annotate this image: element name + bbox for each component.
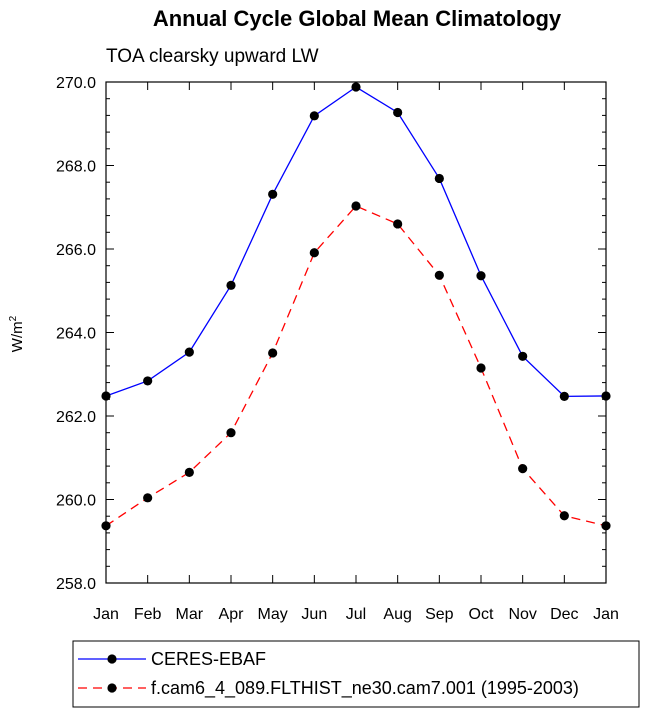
series-line (105, 86, 607, 398)
axis-ticks (105, 81, 607, 584)
data-point (518, 351, 528, 361)
y-tick-label: 264.0 (56, 326, 96, 343)
x-tick-label: Dec (550, 606, 578, 623)
data-point (518, 464, 528, 474)
legend-items: CERES-EBAF f.cam6_4_089.FLTHIST_ne30.cam7… (78, 649, 579, 699)
plot-series (101, 82, 611, 531)
legend-marker (107, 683, 117, 693)
legend-item: CERES-EBAF (78, 649, 266, 669)
x-tick-label: Jul (346, 606, 366, 623)
x-tick-label: Nov (508, 606, 536, 623)
data-point (226, 280, 236, 290)
x-tick-label: Feb (134, 606, 162, 623)
legend-label: CERES-EBAF (151, 649, 266, 669)
data-point (143, 493, 153, 503)
x-tick-label: Sep (425, 606, 454, 623)
data-point (476, 363, 486, 373)
legend-item: f.cam6_4_089.FLTHIST_ne30.cam7.001 (1995… (78, 678, 579, 699)
y-tick-label: 266.0 (56, 242, 96, 259)
y-axis-label: W/m2 (8, 315, 26, 352)
data-point (351, 201, 361, 211)
data-point (143, 376, 153, 386)
legend-marker (107, 654, 117, 664)
data-point (393, 107, 403, 118)
plot-frame (105, 81, 607, 584)
data-point (351, 82, 361, 92)
data-point (559, 391, 569, 401)
y-axis-label-text: W/m (9, 321, 26, 352)
y-tick-label: 262.0 (56, 409, 96, 426)
series-1 (101, 82, 611, 401)
legend-label: f.cam6_4_089.FLTHIST_ne30.cam7.001 (1995… (151, 678, 579, 699)
data-point (184, 467, 194, 477)
data-point (434, 270, 444, 280)
data-point (268, 348, 278, 358)
y-tick-label: 268.0 (56, 159, 96, 176)
y-axis-label-superscript: 2 (8, 315, 19, 321)
x-tick-label: Apr (219, 606, 245, 623)
chart-title: Annual Cycle Global Mean Climatology (153, 6, 562, 31)
x-tick-label: May (258, 606, 288, 623)
chart-subtitle: TOA clearsky upward LW (106, 46, 319, 67)
x-tick-label: Jan (93, 606, 119, 623)
series-line (105, 205, 607, 527)
data-point (309, 111, 319, 121)
y-tick-label: 270.0 (56, 75, 96, 92)
data-point (434, 173, 444, 184)
data-point (226, 428, 236, 438)
legend: CERES-EBAF f.cam6_4_089.FLTHIST_ne30.cam7… (72, 640, 640, 708)
data-point (268, 189, 278, 199)
x-tick-label: Jan (593, 606, 619, 623)
series-2 (101, 201, 611, 531)
y-tick-label: 258.0 (56, 576, 96, 593)
data-point (309, 248, 319, 258)
x-tick-labels: Jan Feb Mar Apr May Jun Jul Aug Sep Oct Nov Dec Jan (93, 606, 619, 623)
data-point (184, 347, 194, 357)
data-point (559, 511, 569, 521)
y-tick-label: 260.0 (56, 493, 96, 510)
data-point (476, 271, 486, 281)
data-point (393, 219, 403, 229)
x-tick-label: Mar (176, 606, 204, 623)
y-tick-labels: 258.0 260.0 262.0 264.0 266.0 268.0 270.0 (56, 75, 96, 593)
x-tick-label: Aug (383, 606, 411, 623)
x-tick-label: Oct (469, 606, 494, 623)
legend-box (72, 640, 640, 708)
x-tick-label: Jun (301, 606, 327, 623)
